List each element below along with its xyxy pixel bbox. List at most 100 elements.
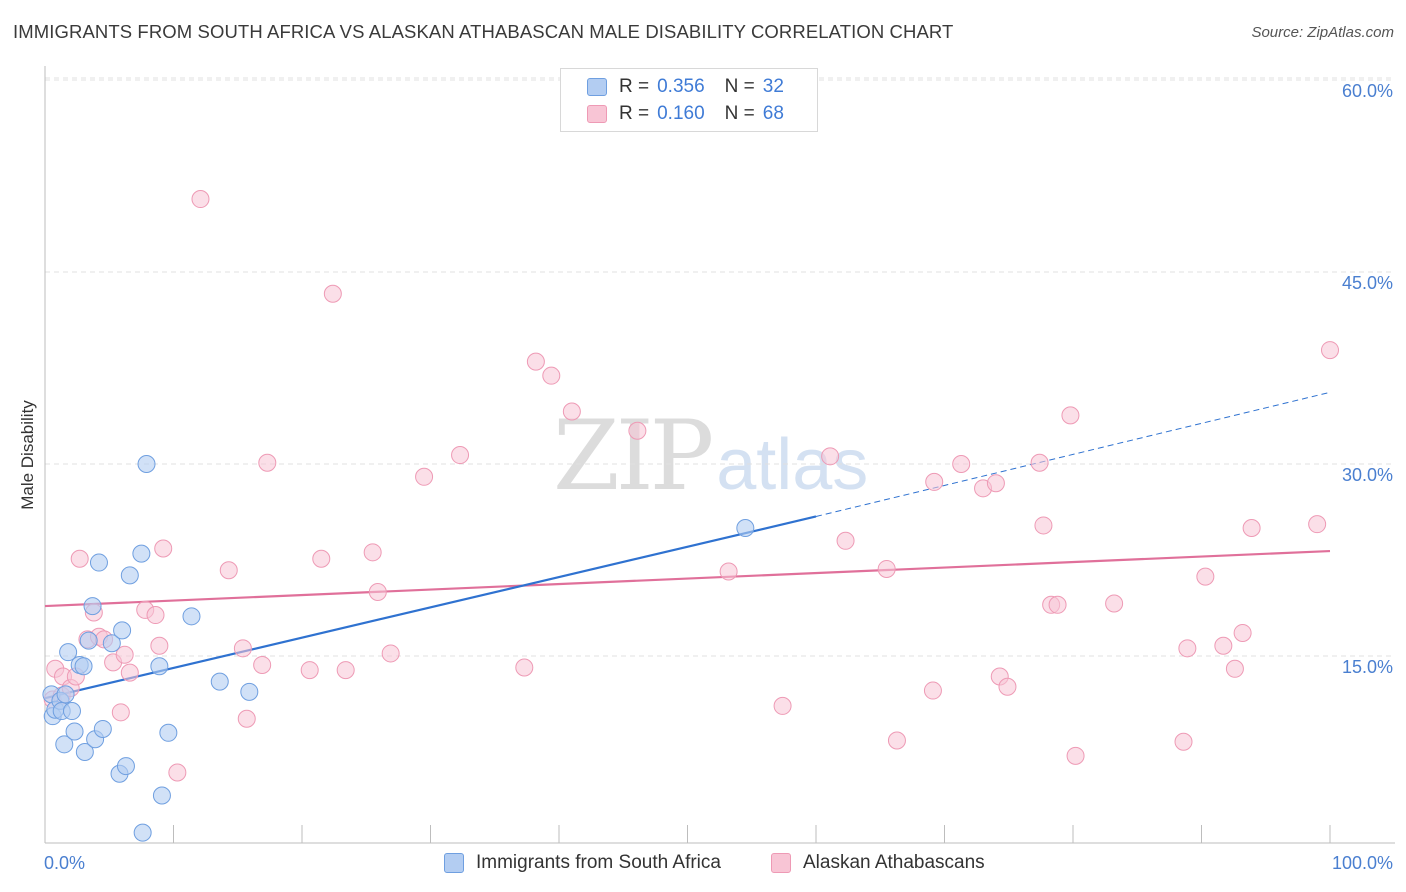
data-point-athabascan	[1066, 746, 1085, 765]
data-point-south-africa	[240, 682, 259, 701]
data-point-athabascan	[300, 661, 319, 680]
watermark-zip: ZIP	[553, 400, 714, 512]
data-point-south-africa	[65, 722, 84, 741]
data-point-south-africa	[150, 657, 169, 676]
data-point-south-africa	[74, 657, 93, 676]
trend-line-south-africa	[44, 515, 817, 700]
pink-swatch-icon	[771, 853, 791, 873]
trend-line-south-africa-extension	[815, 391, 1331, 517]
source-label: Source: ZipAtlas.com	[1251, 24, 1394, 41]
data-point-athabascan	[526, 352, 545, 371]
data-point-south-africa	[159, 723, 178, 742]
x-tick-label: 100.0%	[1332, 853, 1393, 873]
data-point-athabascan	[120, 663, 139, 682]
n-value: 68	[762, 103, 784, 124]
data-point-athabascan	[1242, 519, 1261, 537]
data-point-south-africa	[120, 566, 139, 585]
y-tick-label: 30.0%	[1342, 465, 1393, 485]
stats-legend-row-blue: R = 0.356 N = 32	[587, 74, 784, 100]
data-point-south-africa	[89, 553, 108, 572]
data-point-athabascan	[233, 639, 252, 658]
data-point-athabascan	[451, 446, 470, 465]
data-point-south-africa	[55, 735, 74, 754]
data-point-athabascan	[1174, 732, 1193, 751]
data-point-athabascan	[1214, 636, 1233, 655]
data-point-athabascan	[925, 472, 944, 491]
legend-label: Alaskan Athabascans	[803, 852, 985, 873]
trend-line-athabascan	[44, 549, 1331, 608]
data-point-athabascan	[1308, 515, 1327, 534]
data-point-athabascan	[219, 561, 238, 580]
legend-item-immigrants: Immigrants from South Africa	[444, 852, 721, 874]
n-value: 32	[762, 76, 784, 97]
data-point-south-africa	[132, 544, 151, 563]
legend-label: Immigrants from South Africa	[476, 852, 721, 873]
n-label: N =	[724, 103, 755, 124]
y-tick-label: 60.0%	[1342, 81, 1393, 101]
data-point-athabascan	[363, 543, 382, 562]
data-point-athabascan	[111, 703, 130, 722]
data-point-south-africa	[182, 607, 201, 626]
data-point-athabascan	[191, 190, 210, 209]
data-point-athabascan	[1233, 623, 1252, 642]
data-point-south-africa	[79, 631, 98, 650]
data-point-athabascan	[836, 531, 855, 550]
chart-title: IMMIGRANTS FROM SOUTH AFRICA VS ALASKAN …	[13, 21, 954, 42]
data-point-south-africa	[93, 719, 112, 738]
data-point-athabascan	[1196, 567, 1215, 586]
data-point-athabascan	[515, 658, 534, 677]
data-point-athabascan	[1321, 341, 1339, 360]
data-point-south-africa	[56, 685, 75, 704]
data-point-athabascan	[1178, 639, 1197, 658]
data-point-athabascan	[542, 366, 561, 385]
data-point-south-africa	[83, 597, 102, 616]
data-point-south-africa	[210, 672, 229, 691]
legend-item-athabascans: Alaskan Athabascans	[771, 852, 985, 874]
watermark-atlas: atlas	[716, 425, 869, 505]
data-point-athabascan	[323, 284, 342, 303]
data-point-south-africa	[736, 519, 755, 537]
data-point-athabascan	[336, 661, 355, 680]
data-point-athabascan	[562, 402, 581, 421]
data-point-south-africa	[116, 757, 135, 776]
data-point-athabascan	[146, 606, 165, 625]
data-point-athabascan	[877, 559, 896, 578]
watermark: ZIPatlas	[553, 400, 868, 512]
blue-swatch-icon	[444, 853, 464, 873]
data-point-athabascan	[1048, 595, 1067, 614]
data-point-athabascan	[923, 681, 942, 700]
data-point-athabascan	[115, 645, 134, 664]
y-tick-label: 45.0%	[1342, 273, 1393, 293]
data-point-south-africa	[137, 455, 156, 473]
data-point-athabascan	[150, 636, 169, 655]
r-label: R =	[619, 103, 650, 124]
data-point-athabascan	[312, 549, 331, 568]
data-point-athabascan	[168, 763, 187, 782]
data-point-south-africa	[133, 823, 152, 842]
data-point-athabascan	[773, 696, 792, 715]
data-point-athabascan	[70, 549, 89, 568]
data-point-athabascan	[415, 467, 434, 486]
y-tick-label: 15.0%	[1342, 657, 1393, 677]
data-point-athabascan	[1225, 659, 1244, 678]
pink-swatch-icon	[587, 105, 607, 123]
data-point-athabascan	[258, 453, 277, 472]
blue-swatch-icon	[587, 78, 607, 96]
data-point-athabascan	[1061, 406, 1080, 425]
data-point-athabascan	[253, 655, 272, 674]
data-point-south-africa	[113, 621, 132, 640]
data-point-south-africa	[75, 743, 94, 761]
x-tick-label: 0.0%	[44, 853, 85, 873]
r-label: R =	[619, 76, 650, 97]
stats-legend: R = 0.356 N = 32 R = 0.160 N = 68	[560, 68, 818, 132]
data-point-south-africa	[62, 702, 81, 721]
data-point-south-africa	[59, 643, 78, 662]
data-point-athabascan	[986, 474, 1005, 493]
data-point-athabascan	[1105, 594, 1124, 613]
data-point-athabascan	[887, 731, 906, 750]
data-point-south-africa	[152, 786, 171, 805]
data-point-athabascan	[719, 562, 738, 581]
data-point-athabascan	[628, 421, 647, 440]
series-alaskan-athabascans	[43, 190, 1339, 782]
